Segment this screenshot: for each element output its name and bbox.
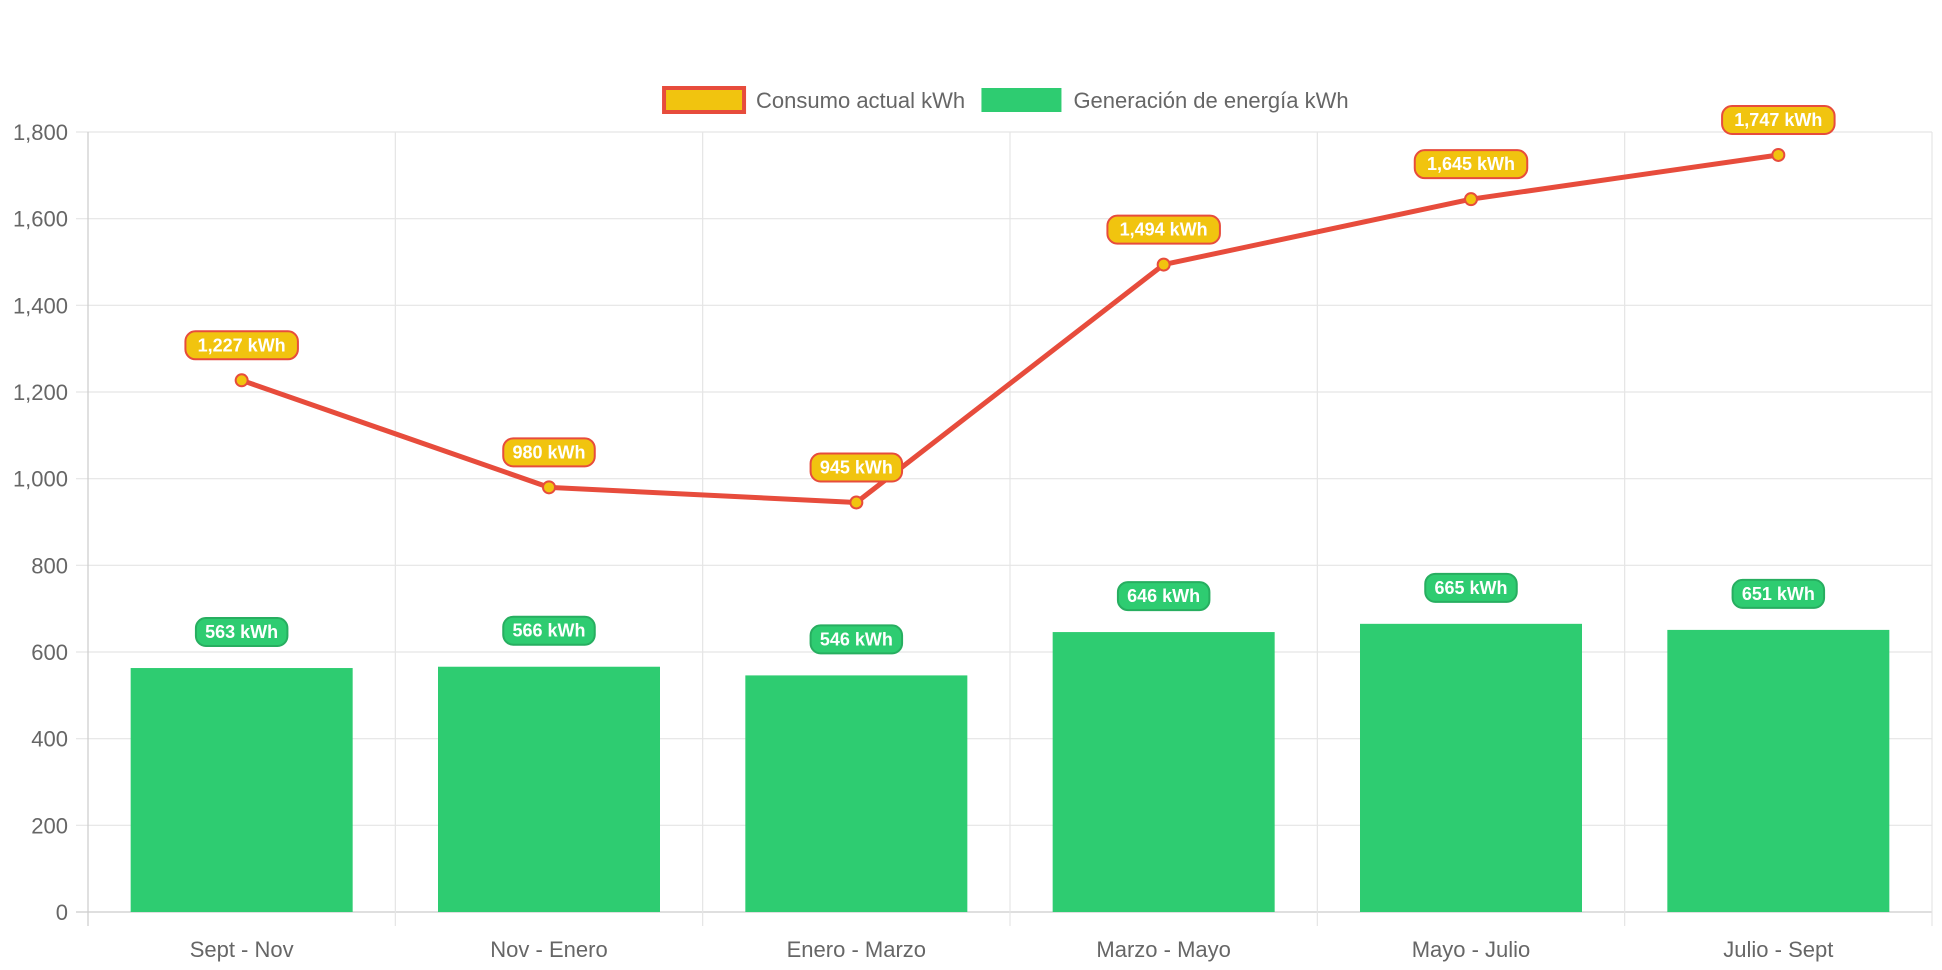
y-tick-label: 200 bbox=[31, 813, 68, 838]
bar-data-label-box bbox=[502, 615, 596, 646]
axes: 0 200 400 600 800 1,000 1,200 1,400 1,600 1,800 Se… bbox=[13, 120, 1833, 962]
line-data-label: 1,227 kWh bbox=[184, 330, 299, 361]
x-tick-label: Nov - Enero bbox=[490, 937, 607, 962]
x-tick-label: Julio - Sept bbox=[1723, 937, 1833, 962]
y-tick-label: 600 bbox=[31, 640, 68, 665]
bar-data-label-text: 651 kWh bbox=[1742, 584, 1815, 604]
bar bbox=[130, 668, 353, 912]
line-data-label: 1,747 kWh bbox=[1721, 104, 1836, 135]
x-tick-label: Marzo - Mayo bbox=[1096, 937, 1230, 962]
bar-data-label-box bbox=[1116, 581, 1211, 612]
x-tick-label: Mayo - Julio bbox=[1412, 937, 1531, 962]
line-data-label-box bbox=[184, 330, 299, 361]
line-data-label-box bbox=[809, 452, 904, 483]
y-tick-label: 1,400 bbox=[13, 293, 68, 318]
bar-series bbox=[130, 623, 1890, 912]
line-point bbox=[234, 373, 249, 388]
legend: Consumo actual kWh Generación de energía … bbox=[662, 86, 1349, 114]
legend-label: Consumo actual kWh bbox=[756, 88, 965, 113]
line-data-label: 1,645 kWh bbox=[1413, 149, 1529, 180]
bar-data-label: 546 kWh bbox=[809, 624, 904, 655]
consumption-line bbox=[239, 152, 1781, 505]
bar-data-label-text: 646 kWh bbox=[1127, 586, 1200, 606]
bar-data-label-box bbox=[194, 617, 289, 648]
y-tick-label: 400 bbox=[31, 727, 68, 752]
bar-data-label-box bbox=[809, 624, 904, 655]
line-point bbox=[542, 480, 556, 495]
bar-data-label-text: 665 kWh bbox=[1434, 578, 1507, 598]
y-tick-label: 0 bbox=[56, 900, 68, 925]
bar-data-label-text: 566 kWh bbox=[512, 621, 585, 641]
line-data-label-box bbox=[502, 437, 596, 468]
bar-data-label: 651 kWh bbox=[1731, 578, 1826, 609]
x-tick-label: Enero - Marzo bbox=[787, 937, 926, 962]
bar-data-label-text: 546 kWh bbox=[820, 629, 893, 649]
line-data-label-text: 1,494 kWh bbox=[1120, 220, 1208, 240]
grid-lines bbox=[76, 131, 1933, 926]
bar bbox=[1052, 632, 1275, 912]
line-point bbox=[849, 495, 864, 510]
line-series bbox=[234, 147, 1786, 510]
line-data-label: 980 kWh bbox=[502, 437, 596, 468]
bar-data-label-box bbox=[1424, 572, 1518, 603]
line-data-label-text: 1,227 kWh bbox=[198, 335, 286, 355]
legend-label: Generación de energía kWh bbox=[1073, 88, 1348, 113]
line-point bbox=[1464, 192, 1478, 207]
line-point bbox=[1156, 257, 1171, 272]
data-labels: 563 kWh 566 kWh 546 kWh 646 kWh 665 kWh 651 k… bbox=[184, 104, 1836, 655]
bar-data-label-box bbox=[1731, 578, 1826, 609]
line-data-label-text: 945 kWh bbox=[820, 458, 893, 478]
legend-swatch bbox=[981, 88, 1062, 112]
bar-data-label-text: 563 kWh bbox=[205, 622, 278, 642]
line-data-label-text: 1,645 kWh bbox=[1427, 154, 1515, 174]
line-data-label-box bbox=[1106, 214, 1221, 245]
bar bbox=[1360, 623, 1582, 912]
legend-item[interactable]: Consumo actual kWh bbox=[662, 86, 965, 114]
bar-data-label: 646 kWh bbox=[1116, 581, 1211, 612]
y-tick-label: 1,000 bbox=[13, 467, 68, 492]
bar bbox=[745, 675, 968, 912]
bar bbox=[1667, 629, 1890, 912]
bar bbox=[438, 666, 660, 912]
legend-item[interactable]: Generación de energía kWh bbox=[981, 88, 1349, 113]
line-data-label: 1,494 kWh bbox=[1106, 214, 1221, 245]
line-data-label: 945 kWh bbox=[809, 452, 904, 483]
y-tick-label: 1,200 bbox=[13, 380, 68, 405]
line-data-label-text: 1,747 kWh bbox=[1734, 110, 1822, 130]
bar-data-label: 566 kWh bbox=[502, 615, 596, 646]
line-data-label-box bbox=[1721, 104, 1836, 135]
bar-data-label: 665 kWh bbox=[1424, 572, 1518, 603]
legend-swatch bbox=[662, 86, 747, 114]
x-tick-label: Sept - Nov bbox=[190, 937, 294, 962]
y-tick-label: 800 bbox=[31, 553, 68, 578]
bar-data-label: 563 kWh bbox=[194, 617, 289, 648]
y-tick-label: 1,800 bbox=[13, 120, 68, 145]
line-data-label-text: 980 kWh bbox=[512, 442, 585, 462]
y-tick-label: 1,600 bbox=[13, 207, 68, 232]
line-point bbox=[1771, 147, 1786, 162]
line-data-label-box bbox=[1413, 149, 1529, 180]
